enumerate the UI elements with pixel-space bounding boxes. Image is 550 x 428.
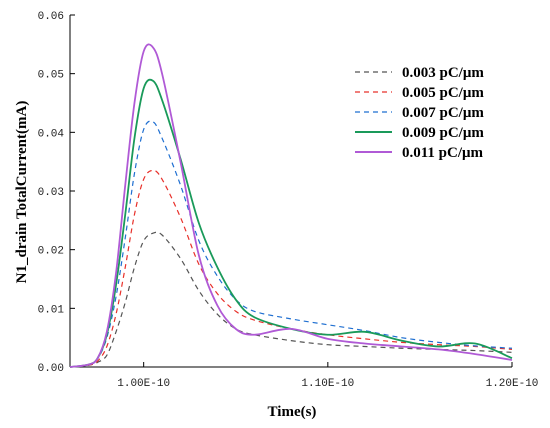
y-tick-label: 0.04 — [38, 128, 65, 140]
series-line-5 — [69, 43, 513, 368]
legend-label-4: 0.009 pC/μm — [402, 125, 484, 141]
legend-label-1: 0.003 pC/μm — [402, 65, 484, 81]
legend-label-2: 0.005 pC/μm — [402, 85, 484, 101]
series-layer — [69, 43, 513, 368]
legend-label-5: 0.011 pC/μm — [402, 145, 484, 161]
y-tick-label: 0.02 — [38, 246, 64, 258]
y-tick-label: 0.05 — [38, 70, 64, 82]
x-tick-label: 1.00E-10 — [117, 378, 170, 390]
x-tick-label: 1.20E-10 — [486, 378, 539, 390]
plot-area: 1.00E-10 1.10E-10 1.20E-10 0.000.010.020.0… — [38, 11, 539, 390]
legend-label-3: 0.007 pC/μm — [402, 105, 484, 121]
y-tick-label: 0.01 — [38, 304, 65, 316]
x-axis-ticks: 1.00E-10 1.10E-10 1.20E-10 — [117, 362, 538, 390]
series-line-4 — [69, 78, 513, 368]
x-axis-title: Time(s) — [268, 404, 317, 420]
series-line-1 — [69, 231, 513, 368]
y-tick-label: 0.03 — [38, 187, 64, 199]
series-line-2 — [69, 169, 513, 368]
y-tick-label: 0.06 — [38, 11, 64, 23]
y-tick-label: 0.00 — [38, 363, 64, 375]
x-tick-label: 1.10E-10 — [301, 378, 354, 390]
y-axis-title: N1_drain TotalCurrent(mA) — [14, 101, 30, 284]
series-line-3 — [69, 120, 513, 368]
y-axis-ticks: 0.00 0.01 0.02 0.03 0.04 0.05 0.06 — [38, 11, 75, 375]
legend: 0.003 pC/μm 0.005 pC/μm 0.007 pC/μm 0.009 p… — [355, 65, 484, 161]
